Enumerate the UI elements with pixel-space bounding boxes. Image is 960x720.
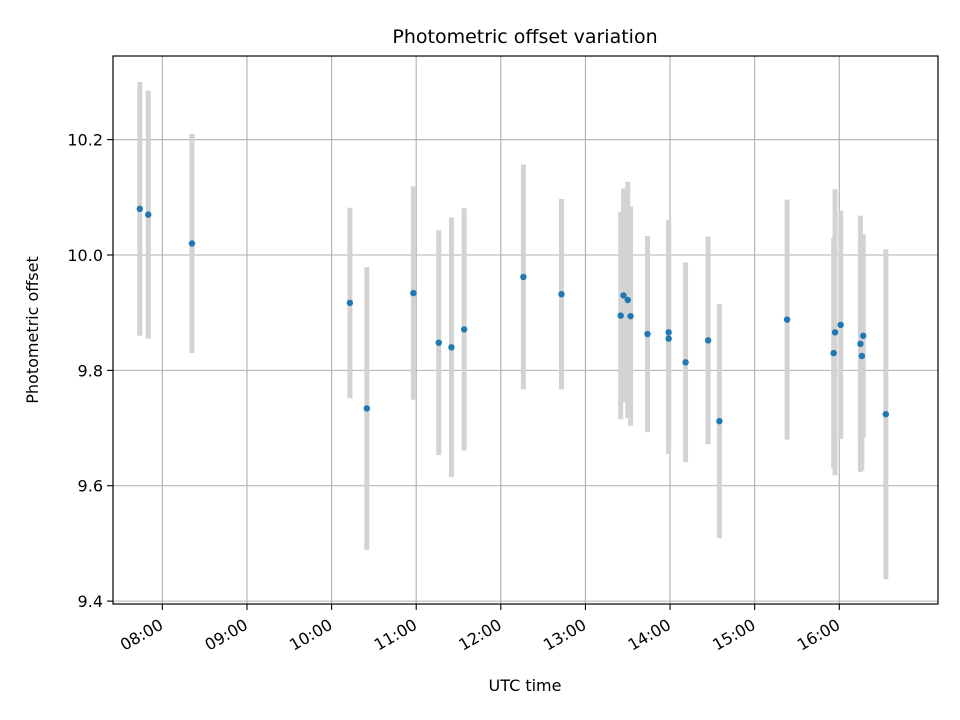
y-tick-label: 10.0 bbox=[67, 246, 103, 265]
data-point bbox=[858, 352, 866, 360]
data-point bbox=[837, 321, 844, 329]
y-tick-label: 9.4 bbox=[78, 592, 103, 611]
y-tick-label: 9.6 bbox=[78, 477, 103, 496]
data-point bbox=[558, 291, 565, 298]
y-axis-ticks: 9.4 9.6 9.8 10.0 10.2 bbox=[67, 131, 113, 611]
data-point bbox=[620, 292, 627, 299]
data-point bbox=[460, 326, 468, 333]
data-point bbox=[624, 296, 631, 304]
data-point bbox=[665, 329, 672, 336]
data-point bbox=[448, 344, 455, 351]
x-axis-title: UTC time bbox=[489, 676, 562, 695]
data-point bbox=[188, 240, 196, 247]
data-point bbox=[682, 359, 689, 366]
y-axis-title: Photometric offset bbox=[23, 256, 42, 404]
data-points bbox=[136, 205, 890, 425]
data-point bbox=[831, 329, 839, 336]
data-point bbox=[520, 273, 527, 281]
data-point bbox=[716, 417, 723, 425]
data-point bbox=[830, 349, 837, 357]
data-point bbox=[410, 289, 417, 297]
data-point bbox=[136, 205, 143, 213]
y-tick-label: 10.2 bbox=[67, 131, 103, 150]
data-point bbox=[882, 411, 890, 418]
data-point bbox=[665, 335, 672, 342]
data-point bbox=[857, 340, 864, 348]
data-point bbox=[363, 405, 371, 412]
data-point bbox=[435, 339, 442, 346]
data-point bbox=[617, 312, 624, 319]
plot-frame bbox=[112, 55, 939, 605]
data-point bbox=[860, 332, 867, 339]
data-point bbox=[783, 316, 791, 323]
y-tick-label: 9.8 bbox=[78, 361, 103, 380]
data-point bbox=[627, 312, 634, 320]
data-point bbox=[704, 337, 712, 344]
data-point bbox=[346, 299, 354, 307]
data-point bbox=[644, 330, 651, 338]
data-point bbox=[145, 211, 152, 218]
chart-title: Photometric offset variation bbox=[392, 26, 657, 48]
